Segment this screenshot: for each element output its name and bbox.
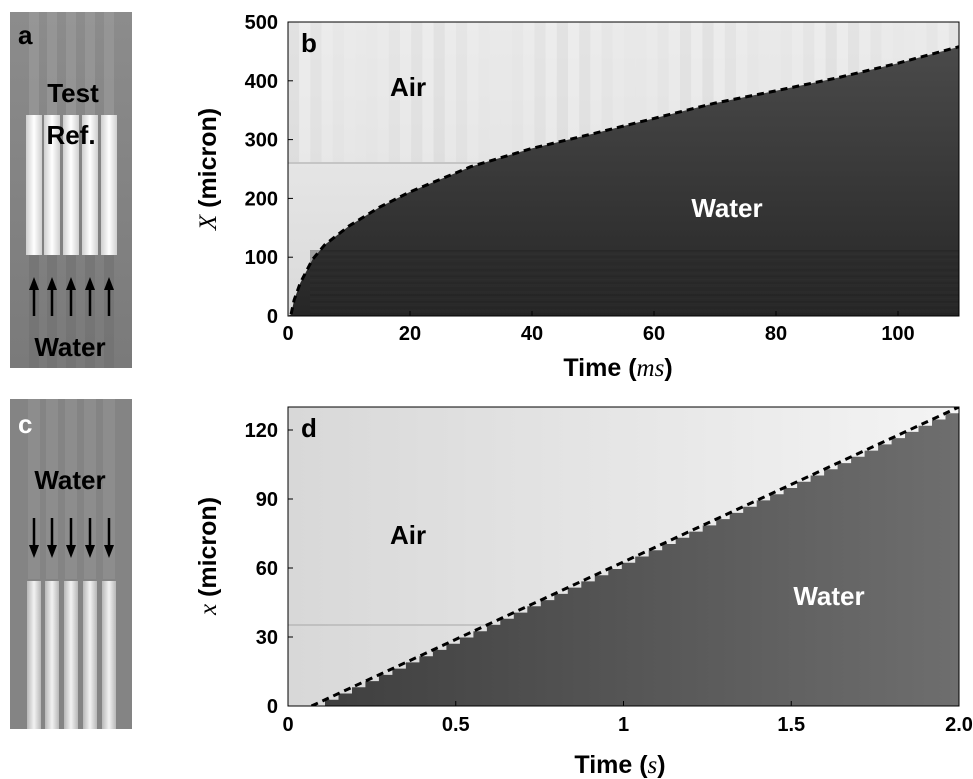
chart-b-water-region: [288, 46, 959, 316]
panel-c-water-label: Water: [34, 465, 105, 495]
panel-a-arrows: [29, 277, 114, 316]
arrow-down-icon: [29, 518, 39, 558]
channel-c-water-stripe: [64, 581, 78, 729]
channel-c-upper: [84, 399, 96, 579]
panel-c-arrows: [29, 518, 114, 558]
chart-b-xtick-label: 100: [881, 323, 914, 345]
chart-b-water-texture: [310, 250, 959, 316]
chart-b-letter: b: [301, 28, 317, 58]
channel-c-upper: [65, 399, 77, 579]
chart-b-ytick-label: 500: [245, 12, 278, 34]
chart-b-xticks: 0 20 40 60 80 100: [282, 311, 915, 345]
chart-d-boundary-fit: [310, 407, 959, 706]
channel-c-upper: [46, 399, 58, 579]
chart-d-ytick-label: 0: [267, 696, 278, 718]
chart-d-xlabel-unit: s: [648, 752, 658, 779]
chart-b-ytick-label: 0: [267, 306, 278, 328]
arrow-down-icon: [85, 518, 95, 558]
chart-d-y-axis-title: x (micron): [194, 497, 222, 616]
chart-b-ytick-label: 300: [245, 130, 278, 152]
panel-c-channels: [27, 399, 116, 729]
channel-a-upper: [66, 12, 76, 115]
chart-d: 0 0.5 1 1.5 2.0 0 30 60 90 120 d Air Water Time …: [194, 406, 973, 779]
chart-d-xtick-label: 0.5: [442, 714, 470, 736]
chart-b-xtick-label: 40: [521, 323, 543, 345]
channel-a-upper: [47, 12, 57, 115]
arrow-up-icon: [47, 277, 57, 316]
arrow-up-icon: [29, 277, 39, 316]
channel-a-ref-stripe: [26, 115, 42, 255]
chart-b-xlabel-unit: ms: [637, 355, 665, 382]
chart-b-frame: [287, 21, 960, 317]
chart-d-xtick-label: 1.5: [777, 714, 805, 736]
panel-a-water-label: Water: [34, 332, 105, 362]
chart-b-water-label: Water: [691, 193, 762, 223]
chart-b-xtick-label: 20: [399, 323, 421, 345]
chart-b-ylabel-text: (micron): [194, 108, 222, 215]
channel-a-ref-stripe: [63, 115, 79, 255]
chart-d-xlabel-text: Time (: [574, 751, 648, 779]
chart-d-xtick-label: 1: [618, 714, 629, 736]
channel-a-upper: [29, 12, 39, 115]
panel-c-letter: c: [18, 409, 32, 439]
chart-d-ylabel-symbol: x: [195, 604, 222, 616]
chart-b-xlabel-text: Time (: [563, 354, 637, 382]
channel-c-water-stripe: [45, 581, 59, 729]
panel-c: c Water: [10, 399, 132, 729]
chart-b-y-axis-title: X (micron): [194, 108, 222, 231]
chart-b: 0 20 40 60 80 100 0 100 200 300 400 500 b Air Wate…: [194, 12, 960, 382]
arrow-down-icon: [66, 518, 76, 558]
panel-a: a Test Ref. Water: [10, 12, 132, 368]
arrow-down-icon: [104, 518, 114, 558]
channel-c-water-stripe: [83, 581, 97, 729]
chart-b-yticks: 0 100 200 300 400 500: [245, 12, 293, 328]
chart-d-ytick-label: 30: [256, 627, 278, 649]
chart-b-xtick-label: 60: [643, 323, 665, 345]
chart-d-yticks: 0 30 60 90 120: [245, 420, 293, 718]
chart-b-xtick-label: 80: [765, 323, 787, 345]
panel-a-ref-label: Ref.: [46, 120, 95, 150]
chart-d-xlabel-close: ): [657, 751, 665, 779]
channel-c-upper: [28, 399, 40, 579]
channel-c-upper: [103, 399, 115, 579]
chart-d-ytick-label: 60: [256, 558, 278, 580]
channel-c-water-stripe: [102, 581, 116, 729]
channel-a-ref-stripe: [82, 115, 98, 255]
chart-b-xlabel-close: ): [664, 354, 672, 382]
chart-d-air-label: Air: [390, 520, 426, 550]
chart-d-ytick-label: 120: [245, 420, 278, 442]
chart-b-ylabel-symbol: X: [195, 213, 222, 231]
arrow-up-icon: [85, 277, 95, 316]
chart-d-xticks: 0 0.5 1 1.5 2.0: [282, 701, 973, 736]
arrow-up-icon: [104, 277, 114, 316]
channel-c-water-stripe: [27, 581, 41, 729]
channel-a-ref-stripe: [44, 115, 60, 255]
channel-a-upper: [104, 12, 114, 115]
chart-b-ytick-label: 200: [245, 188, 278, 210]
chart-d-xtick-label: 0: [282, 714, 293, 736]
chart-d-water-region: [311, 407, 959, 706]
chart-b-ytick-label: 400: [245, 71, 278, 93]
panel-a-test-label: Test: [47, 78, 99, 108]
chart-d-x-axis-title: Time (s): [574, 751, 665, 779]
chart-b-boundary-fit: [289, 45, 959, 315]
chart-d-water-label: Water: [793, 581, 864, 611]
chart-b-xtick-label: 0: [282, 323, 293, 345]
chart-d-xtick-label: 2.0: [945, 714, 973, 736]
chart-d-ylabel-text: (micron): [194, 497, 222, 604]
chart-b-air-label: Air: [390, 72, 426, 102]
chart-d-letter: d: [301, 413, 317, 443]
arrow-up-icon: [66, 277, 76, 316]
chart-b-x-axis-title: Time (ms): [563, 354, 672, 382]
arrow-down-icon: [47, 518, 57, 558]
chart-b-ytick-label: 100: [245, 247, 278, 269]
panel-a-letter: a: [18, 20, 33, 50]
chart-d-ytick-label: 90: [256, 489, 278, 511]
channel-a-ref-stripe: [101, 115, 117, 255]
channel-a-upper: [85, 12, 95, 115]
